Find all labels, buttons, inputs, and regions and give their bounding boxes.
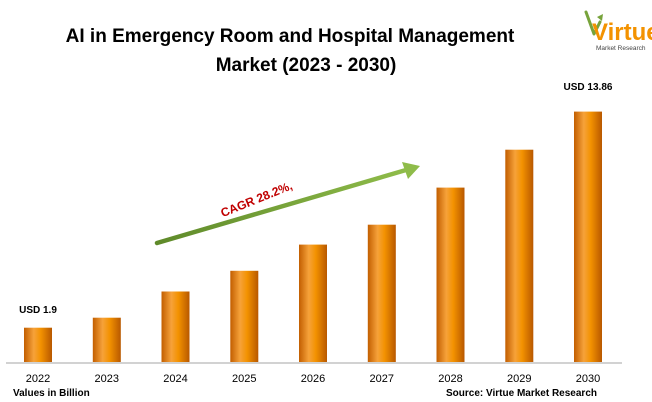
- bar-2025: [230, 270, 259, 362]
- bar-2027: [367, 224, 396, 362]
- units-note: Values in Billion: [13, 388, 90, 399]
- x-tick-label-2029: 2029: [507, 373, 531, 385]
- cagr-arrow: [154, 162, 420, 246]
- chart-title-line2: Market (2023 - 2030): [216, 55, 397, 76]
- data-label-last: USD 13.86: [564, 82, 613, 93]
- bar-2028: [436, 187, 465, 362]
- x-tick-label-2028: 2028: [438, 373, 462, 385]
- x-tick-label-2026: 2026: [301, 373, 325, 385]
- x-tick-label-2027: 2027: [370, 373, 394, 385]
- bar-2024: [161, 291, 190, 362]
- bars-group: [24, 111, 602, 362]
- x-tick-labels: 2022 2023 2024 2025 2026 2027 2028 2029 2030: [26, 373, 600, 385]
- bar-2023: [92, 317, 121, 362]
- x-tick-label-2023: 2023: [95, 373, 119, 385]
- logo-arrow-icon: [584, 10, 603, 36]
- bar-2030: [574, 111, 602, 362]
- x-tick-label-2030: 2030: [576, 373, 600, 385]
- source-note: Source: Virtue Market Research: [446, 388, 597, 399]
- x-tick-label-2025: 2025: [232, 373, 256, 385]
- bar-2022: [24, 327, 52, 362]
- data-label-first: USD 1.9: [19, 305, 57, 316]
- logo-tagline: Market Research: [596, 45, 646, 52]
- virtue-logo: Virtue Market Research: [584, 10, 652, 52]
- bar-2026: [299, 244, 327, 362]
- x-tick-label-2024: 2024: [163, 373, 187, 385]
- chart-title-line1: AI in Emergency Room and Hospital Manage…: [66, 26, 515, 47]
- bar-2029: [505, 149, 534, 362]
- logo-name: Virtue: [592, 19, 652, 46]
- x-tick-label-2022: 2022: [26, 373, 50, 385]
